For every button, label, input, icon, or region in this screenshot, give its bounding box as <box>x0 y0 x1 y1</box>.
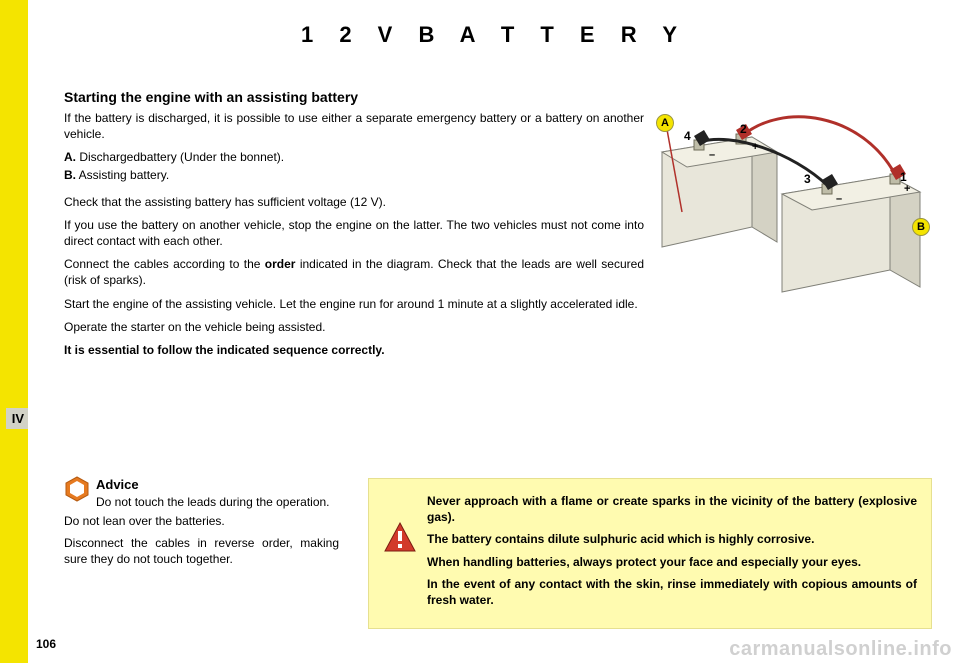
page-title: 1 2 V B A T T E R Y <box>28 22 960 48</box>
advice-block: Advice Do not touch the leads during the… <box>64 476 339 573</box>
body-p3: Connect the cables according to the orde… <box>64 256 644 288</box>
watermark: carmanualsonline.info <box>729 638 952 661</box>
warn-p3: When handling batteries, always protect … <box>427 554 917 570</box>
warning-text: Never approach with a flame or create sp… <box>427 493 917 614</box>
advice-title: Advice <box>96 476 330 494</box>
sign-b-neg: – <box>836 193 842 205</box>
page: 1 2 V B A T T E R Y Starting the engine … <box>28 0 960 663</box>
warning-icon <box>383 521 417 555</box>
body-p5: Operate the starter on the vehicle being… <box>64 319 644 335</box>
body-p2: If you use the battery on another vehicl… <box>64 217 644 249</box>
body-p6: It is essential to follow the indicated … <box>64 342 644 358</box>
def-a-text: Dischargedbattery (Under the bonnet). <box>76 150 284 164</box>
body-p3a: Connect the cables according to the <box>64 257 265 271</box>
diagram-num-4: 4 <box>684 129 691 143</box>
advice-p3: Disconnect the cables in reverse order, … <box>64 535 339 567</box>
page-number: 106 <box>36 637 56 651</box>
battery-a <box>662 134 777 247</box>
main-text: Starting the engine with an assisting ba… <box>64 88 644 365</box>
battery-diagram-svg: – + – + <box>632 92 932 302</box>
diagram-num-2: 2 <box>740 122 747 136</box>
warn-p4: In the event of any contact with the ski… <box>427 576 917 608</box>
battery-b <box>782 174 920 292</box>
def-b: B. Assisting battery. <box>64 167 644 183</box>
def-a-label: A. <box>64 150 76 164</box>
sign-a-pos: + <box>752 141 758 153</box>
intro-paragraph: If the battery is discharged, it is poss… <box>64 110 644 142</box>
section-heading: Starting the engine with an assisting ba… <box>64 88 644 107</box>
body-p3-order: order <box>265 257 296 271</box>
advice-head: Advice Do not touch the leads during the… <box>64 476 339 510</box>
def-b-text: Assisting battery. <box>76 168 169 182</box>
diagram-pin-a: A <box>656 114 674 132</box>
warn-p1: Never approach with a flame or create sp… <box>427 493 917 525</box>
diagram-num-3: 3 <box>804 172 811 186</box>
advice-icon <box>64 476 90 502</box>
body-p4: Start the engine of the assisting vehicl… <box>64 296 644 312</box>
battery-diagram: – + – + A B 1 2 3 4 <box>632 92 932 302</box>
sign-a-neg: – <box>709 149 715 161</box>
left-yellow-bar: IV <box>0 0 28 663</box>
def-a: A. Dischargedbattery (Under the bonnet). <box>64 149 644 165</box>
def-b-label: B. <box>64 168 76 182</box>
warning-box: Never approach with a flame or create sp… <box>368 478 932 629</box>
section-tab: IV <box>6 408 30 429</box>
advice-p1: Do not touch the leads during the operat… <box>96 494 330 510</box>
warn-p2: The battery contains dilute sulphuric ac… <box>427 531 917 547</box>
diagram-num-1: 1 <box>900 170 907 184</box>
sign-b-pos: + <box>904 183 910 195</box>
advice-p2: Do not lean over the batteries. <box>64 513 339 529</box>
body-p1: Check that the assisting battery has suf… <box>64 194 644 210</box>
diagram-pin-b: B <box>912 218 930 236</box>
